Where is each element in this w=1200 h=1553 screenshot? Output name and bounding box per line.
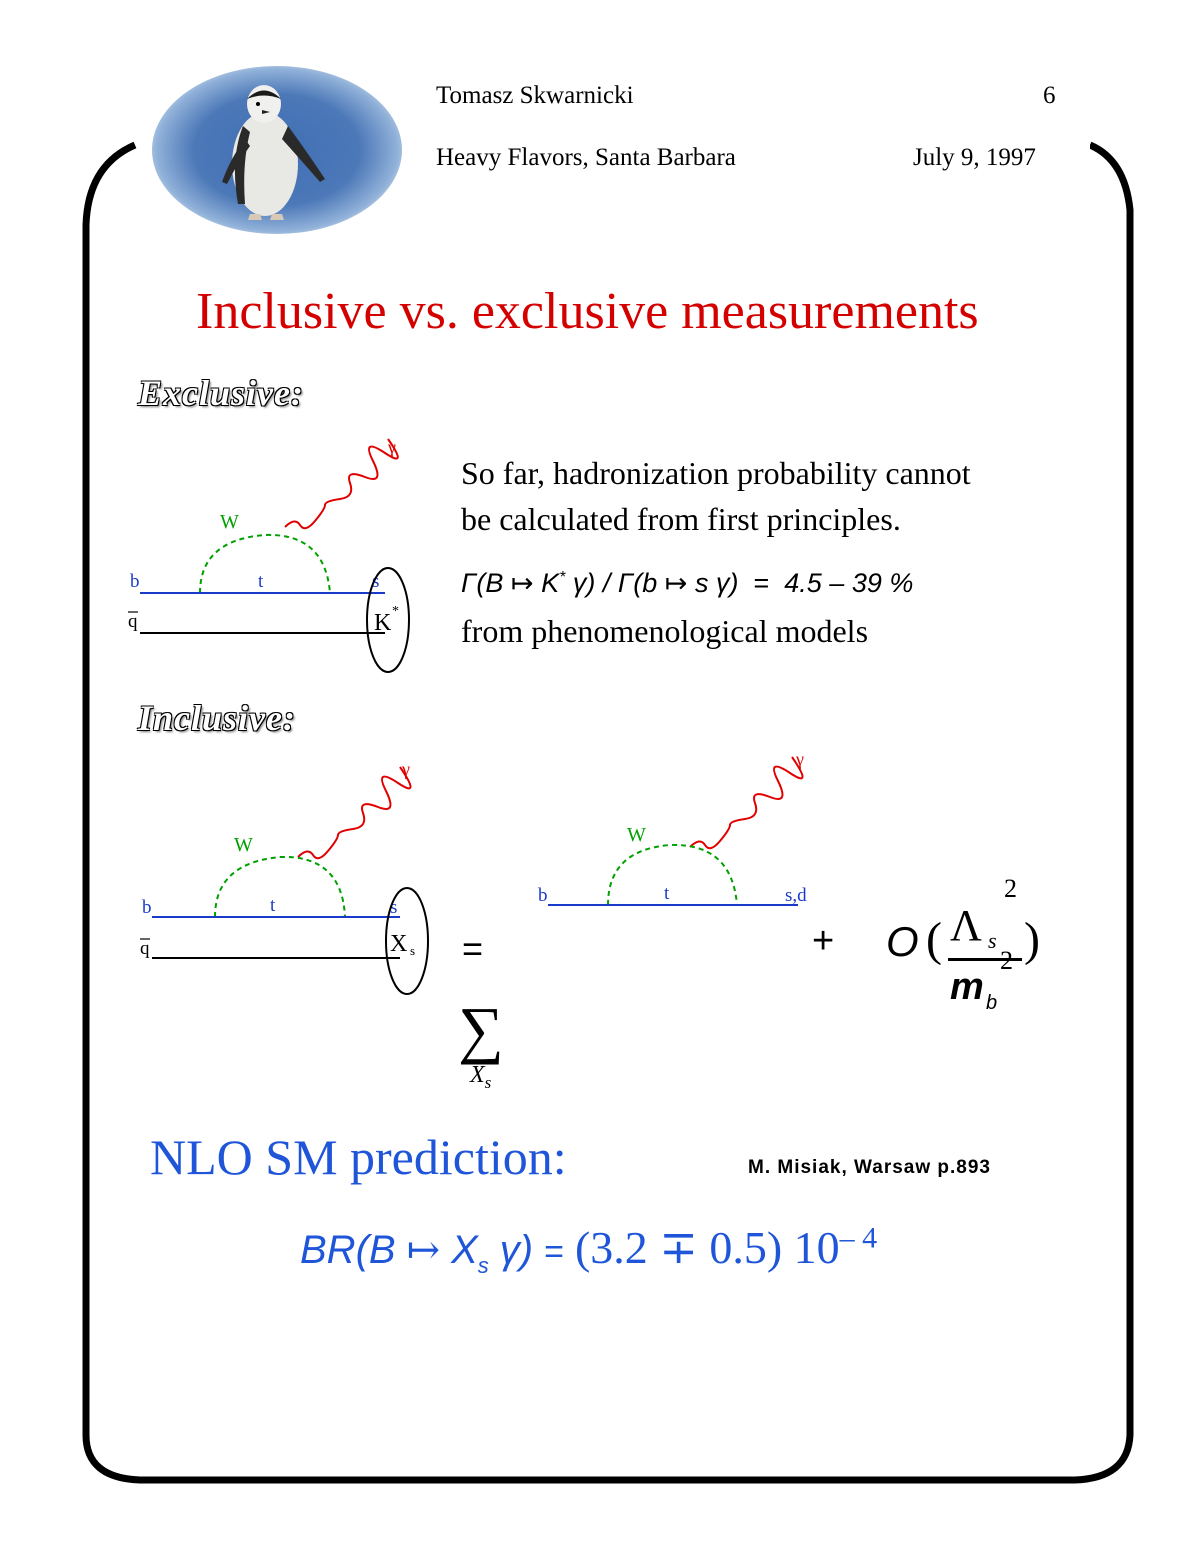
br-sub: s	[477, 1252, 489, 1278]
sum-index: Xs	[470, 1062, 491, 1093]
formula-slash: /	[602, 568, 611, 598]
photon-label: γ	[401, 759, 410, 779]
br-gamma: γ)	[499, 1228, 534, 1272]
sum-index-s: s	[484, 1072, 492, 1092]
penguin-logo	[152, 66, 402, 234]
sum-symbol: ∑	[458, 994, 504, 1065]
xs-label: X	[390, 931, 407, 957]
sum-index-x: X	[470, 1062, 485, 1088]
order-close-paren: )	[1024, 913, 1040, 966]
b-label: b	[538, 885, 548, 906]
page-title: Inclusive vs. exclusive measurements	[196, 283, 979, 340]
order-m-sub: b	[986, 992, 998, 1014]
b-label: b	[130, 571, 140, 592]
header-author: Tomasz Skwarnicki	[436, 82, 634, 109]
kstar-sup: *	[392, 604, 399, 619]
inclusive-heading: Inclusive:	[138, 698, 296, 738]
sd-label: s,d	[785, 885, 807, 906]
formula-arrow: ↦	[510, 568, 534, 598]
formula-kstar: K	[541, 568, 560, 598]
penguin-icon	[222, 85, 325, 220]
inclusive-feynman-diagram-left: γ W b t s q X s	[140, 759, 429, 995]
w-boson-loop	[607, 843, 738, 906]
s-label: s	[372, 571, 379, 592]
plus-sign: +	[812, 920, 835, 962]
photon-line	[297, 766, 412, 860]
formula-photon: γ)	[572, 568, 596, 598]
formula-star: *	[559, 569, 566, 586]
order-lambda-sub: s	[988, 928, 997, 953]
qbar-label: q	[140, 938, 150, 959]
formula-range: 4.5 – 39 %	[784, 568, 914, 598]
w-boson-loop	[214, 855, 346, 918]
header-date: July 9, 1997	[913, 144, 1036, 171]
order-lambda-sup: 2	[1004, 874, 1017, 903]
exclusive-feynman-diagram: γ W b t s q K *	[128, 437, 410, 673]
order-open-paren: (	[926, 913, 942, 966]
br-equals: =	[544, 1233, 564, 1271]
br-x: X	[451, 1228, 478, 1272]
order-m: m	[950, 966, 984, 1008]
br-arrow: ↦	[406, 1227, 441, 1272]
w-label: W	[220, 511, 239, 533]
photon-label: γ	[387, 437, 396, 457]
order-m-sup: 2	[1000, 946, 1013, 975]
w-label: W	[627, 824, 646, 846]
order-o: O	[886, 918, 919, 965]
formula-arrow2: ↦	[664, 568, 688, 598]
meson-ellipse	[366, 567, 410, 673]
br-formula: BR(B ↦ Xs γ) = (3.2 ∓ 0.5) 10– 4	[300, 1220, 877, 1279]
order-lambda: Λ	[950, 901, 982, 950]
t-label: t	[270, 895, 276, 916]
nlo-heading: NLO SM prediction:	[150, 1129, 567, 1185]
exclusive-text-line3: from phenomenological models	[461, 613, 869, 649]
formula-photon2: γ)	[715, 568, 739, 598]
w-label: W	[234, 834, 253, 856]
nlo-reference: M. Misiak, Warsaw p.893	[748, 1157, 991, 1178]
b-label: b	[142, 897, 152, 918]
t-label: t	[258, 571, 264, 592]
order-term: O ( Λ s 2 2 m b )	[880, 874, 1060, 1030]
kstar-label: K	[374, 610, 392, 636]
formula-equals: =	[753, 568, 770, 598]
formula-gamma-b: Γ(B	[461, 568, 504, 598]
formula-s: s	[694, 568, 709, 598]
exclusive-text-line2: be calculated from first principles.	[461, 501, 901, 537]
header-conference: Heavy Flavors, Santa Barbara	[436, 144, 736, 171]
t-label: t	[664, 883, 670, 904]
exclusive-text-line1: So far, hadronization probability cannot	[461, 455, 971, 491]
exclusive-heading: Exclusive:	[138, 373, 304, 413]
formula-gamma-b2: Γ(b	[617, 568, 658, 598]
meson-ellipse	[385, 887, 429, 995]
equals-sign: =	[462, 928, 484, 969]
br-exp: – 4	[839, 1221, 878, 1255]
inclusive-feynman-diagram-right: γ W b t s,d	[538, 749, 807, 906]
br-lhs: BR(B	[300, 1228, 396, 1272]
s-label: s	[390, 897, 397, 918]
xs-sub: s	[410, 943, 415, 958]
exclusive-formula: Γ(B ↦ K* γ) / Γ(b ↦ s γ) = 4.5 – 39 %	[461, 568, 913, 599]
photon-line	[284, 438, 399, 530]
header-page-number: 6	[1043, 82, 1056, 109]
w-boson-loop	[199, 533, 331, 594]
br-value: (3.2 ∓ 0.5) 10	[574, 1222, 840, 1273]
qbar-label: q	[128, 611, 138, 632]
photon-label: γ	[795, 749, 804, 769]
fraction-bar	[948, 958, 1022, 961]
photon-line	[689, 756, 804, 850]
